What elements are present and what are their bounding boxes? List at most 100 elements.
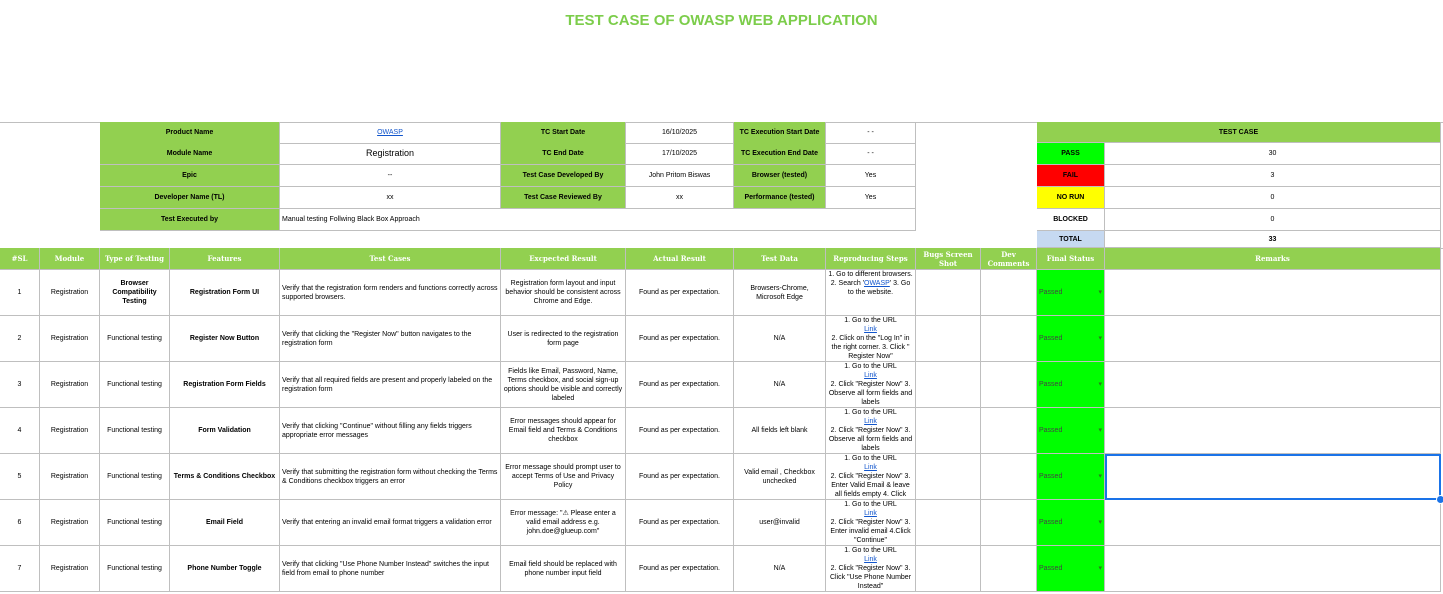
row-module: Registration <box>40 454 100 500</box>
column-header-type[interactable]: Type of Testing <box>100 248 170 270</box>
row-test-data: All fields left blank <box>734 408 826 454</box>
row-final-status[interactable]: Passed ▾ <box>1037 454 1105 500</box>
row-remarks[interactable] <box>1105 316 1441 362</box>
row-type: Functional testing <box>100 408 170 454</box>
row-bugs-screenshot[interactable] <box>916 362 981 408</box>
row-bugs-screenshot[interactable] <box>916 408 981 454</box>
info-value[interactable]: Yes <box>826 187 916 209</box>
column-header-steps[interactable]: Reproducing Steps <box>826 248 916 270</box>
dropdown-arrow-icon[interactable]: ▾ <box>1098 289 1102 296</box>
summary-pass-label: PASS <box>1037 143 1105 165</box>
info-label: Performance (tested) <box>734 187 826 209</box>
row-type: Functional testing <box>100 362 170 408</box>
summary-blocked-value[interactable]: 0 <box>1105 209 1441 231</box>
info-value[interactable]: John Pritom Biswas <box>626 165 734 187</box>
column-header-expected[interactable]: Excpected Result <box>501 248 626 270</box>
steps-link[interactable]: Link <box>864 326 877 333</box>
row-bugs-screenshot[interactable] <box>916 500 981 546</box>
row-test-data: user@invalid <box>734 500 826 546</box>
column-header-features[interactable]: Features <box>170 248 280 270</box>
fill-handle[interactable] <box>1436 495 1443 504</box>
steps-link[interactable]: Link <box>864 372 877 379</box>
row-remarks[interactable] <box>1105 362 1441 408</box>
status-text: Passed <box>1039 381 1063 388</box>
steps-text: ' 3. Go to the website. <box>847 280 911 296</box>
row-test-data: Valid email , Checkbox unchecked <box>734 454 826 500</box>
steps-link[interactable]: Link <box>864 510 877 517</box>
dropdown-arrow-icon[interactable]: ▾ <box>1098 381 1102 388</box>
row-remarks[interactable] <box>1105 500 1441 546</box>
column-header-test_data[interactable]: Test Data <box>734 248 826 270</box>
summary-header: TEST CASE <box>1037 122 1441 143</box>
row-final-status[interactable]: Passed ▾ <box>1037 500 1105 546</box>
row-bugs-screenshot[interactable] <box>916 546 981 592</box>
row-test-case: Verify that clicking "Continue" without … <box>280 408 501 454</box>
info-value[interactable]: Yes <box>826 165 916 187</box>
row-final-status[interactable]: Passed ▾ <box>1037 546 1105 592</box>
row-sl: 2 <box>0 316 40 362</box>
info-value[interactable]: 17/10/2025 <box>626 143 734 165</box>
dropdown-arrow-icon[interactable]: ▾ <box>1098 565 1102 572</box>
summary-fail-value[interactable]: 3 <box>1105 165 1441 187</box>
row-bugs-screenshot[interactable] <box>916 316 981 362</box>
info-value[interactable]: Registration <box>280 143 501 165</box>
info-value[interactable]: OWASP <box>280 122 501 144</box>
row-module: Registration <box>40 408 100 454</box>
row-test-case: Verify that the registration form render… <box>280 270 501 316</box>
row-steps: 1. Go to the URL Link 2. Click "Register N… <box>826 546 916 592</box>
steps-text: 2. Click "Register Now" 3. Enter Valid E… <box>830 473 911 498</box>
column-header-remarks[interactable]: Remarks <box>1105 248 1441 270</box>
column-header-dev_comments[interactable]: Dev Comments <box>981 248 1037 270</box>
row-steps: 1. Go to different browsers. 2. Search '… <box>826 270 916 316</box>
steps-link[interactable]: Link <box>864 418 877 425</box>
selected-cell[interactable] <box>1105 454 1441 500</box>
column-header-sl[interactable]: #SL <box>0 248 40 270</box>
row-dev-comments[interactable] <box>981 546 1037 592</box>
info-value[interactable]: xx <box>626 187 734 209</box>
steps-link[interactable]: Link <box>864 556 877 563</box>
column-header-bugs[interactable]: Bugs Screen Shot <box>916 248 981 270</box>
steps-link[interactable]: OWASP <box>864 280 890 287</box>
column-header-actual[interactable]: Actual Result <box>626 248 734 270</box>
summary-norun-value[interactable]: 0 <box>1105 187 1441 209</box>
info-value[interactable]: Manual testing Follwing Black Box Approa… <box>280 209 916 231</box>
steps-link[interactable]: Link <box>864 464 877 471</box>
info-value[interactable]: 16/10/2025 <box>626 122 734 144</box>
row-final-status[interactable]: Passed ▾ <box>1037 316 1105 362</box>
info-value[interactable]: xx <box>280 187 501 209</box>
column-header-test_cases[interactable]: Test Cases <box>280 248 501 270</box>
row-feature: Terms & Conditions Checkbox <box>170 454 280 500</box>
row-remarks[interactable] <box>1105 546 1441 592</box>
row-remarks[interactable] <box>1105 270 1441 316</box>
column-header-module[interactable]: Module <box>40 248 100 270</box>
info-value[interactable]: -- <box>280 165 501 187</box>
row-dev-comments[interactable] <box>981 500 1037 546</box>
dropdown-arrow-icon[interactable]: ▾ <box>1098 427 1102 434</box>
column-header-final_status[interactable]: Final Status <box>1037 248 1105 270</box>
row-final-status[interactable]: Passed ▾ <box>1037 408 1105 454</box>
summary-total-value[interactable]: 33 <box>1105 231 1441 248</box>
summary-pass-value[interactable]: 30 <box>1105 143 1441 165</box>
dropdown-arrow-icon[interactable]: ▾ <box>1098 335 1102 342</box>
dropdown-arrow-icon[interactable]: ▾ <box>1098 519 1102 526</box>
row-bugs-screenshot[interactable] <box>916 270 981 316</box>
steps-text: 2. Click "Register Now" 3. Observe all f… <box>828 381 913 406</box>
row-sl: 7 <box>0 546 40 592</box>
row-dev-comments[interactable] <box>981 454 1037 500</box>
summary-total-label: TOTAL <box>1037 231 1105 248</box>
row-actual: Found as per expectation. <box>626 270 734 316</box>
row-dev-comments[interactable] <box>981 316 1037 362</box>
row-dev-comments[interactable] <box>981 362 1037 408</box>
info-value[interactable]: - - <box>826 143 916 165</box>
row-final-status[interactable]: Passed ▾ <box>1037 362 1105 408</box>
row-dev-comments[interactable] <box>981 408 1037 454</box>
row-remarks[interactable] <box>1105 408 1441 454</box>
row-final-status[interactable]: Passed ▾ <box>1037 270 1105 316</box>
row-bugs-screenshot[interactable] <box>916 454 981 500</box>
status-text: Passed <box>1039 289 1063 296</box>
row-sl: 4 <box>0 408 40 454</box>
info-value[interactable]: - - <box>826 122 916 144</box>
dropdown-arrow-icon[interactable]: ▾ <box>1098 473 1102 480</box>
row-type: Functional testing <box>100 546 170 592</box>
row-dev-comments[interactable] <box>981 270 1037 316</box>
